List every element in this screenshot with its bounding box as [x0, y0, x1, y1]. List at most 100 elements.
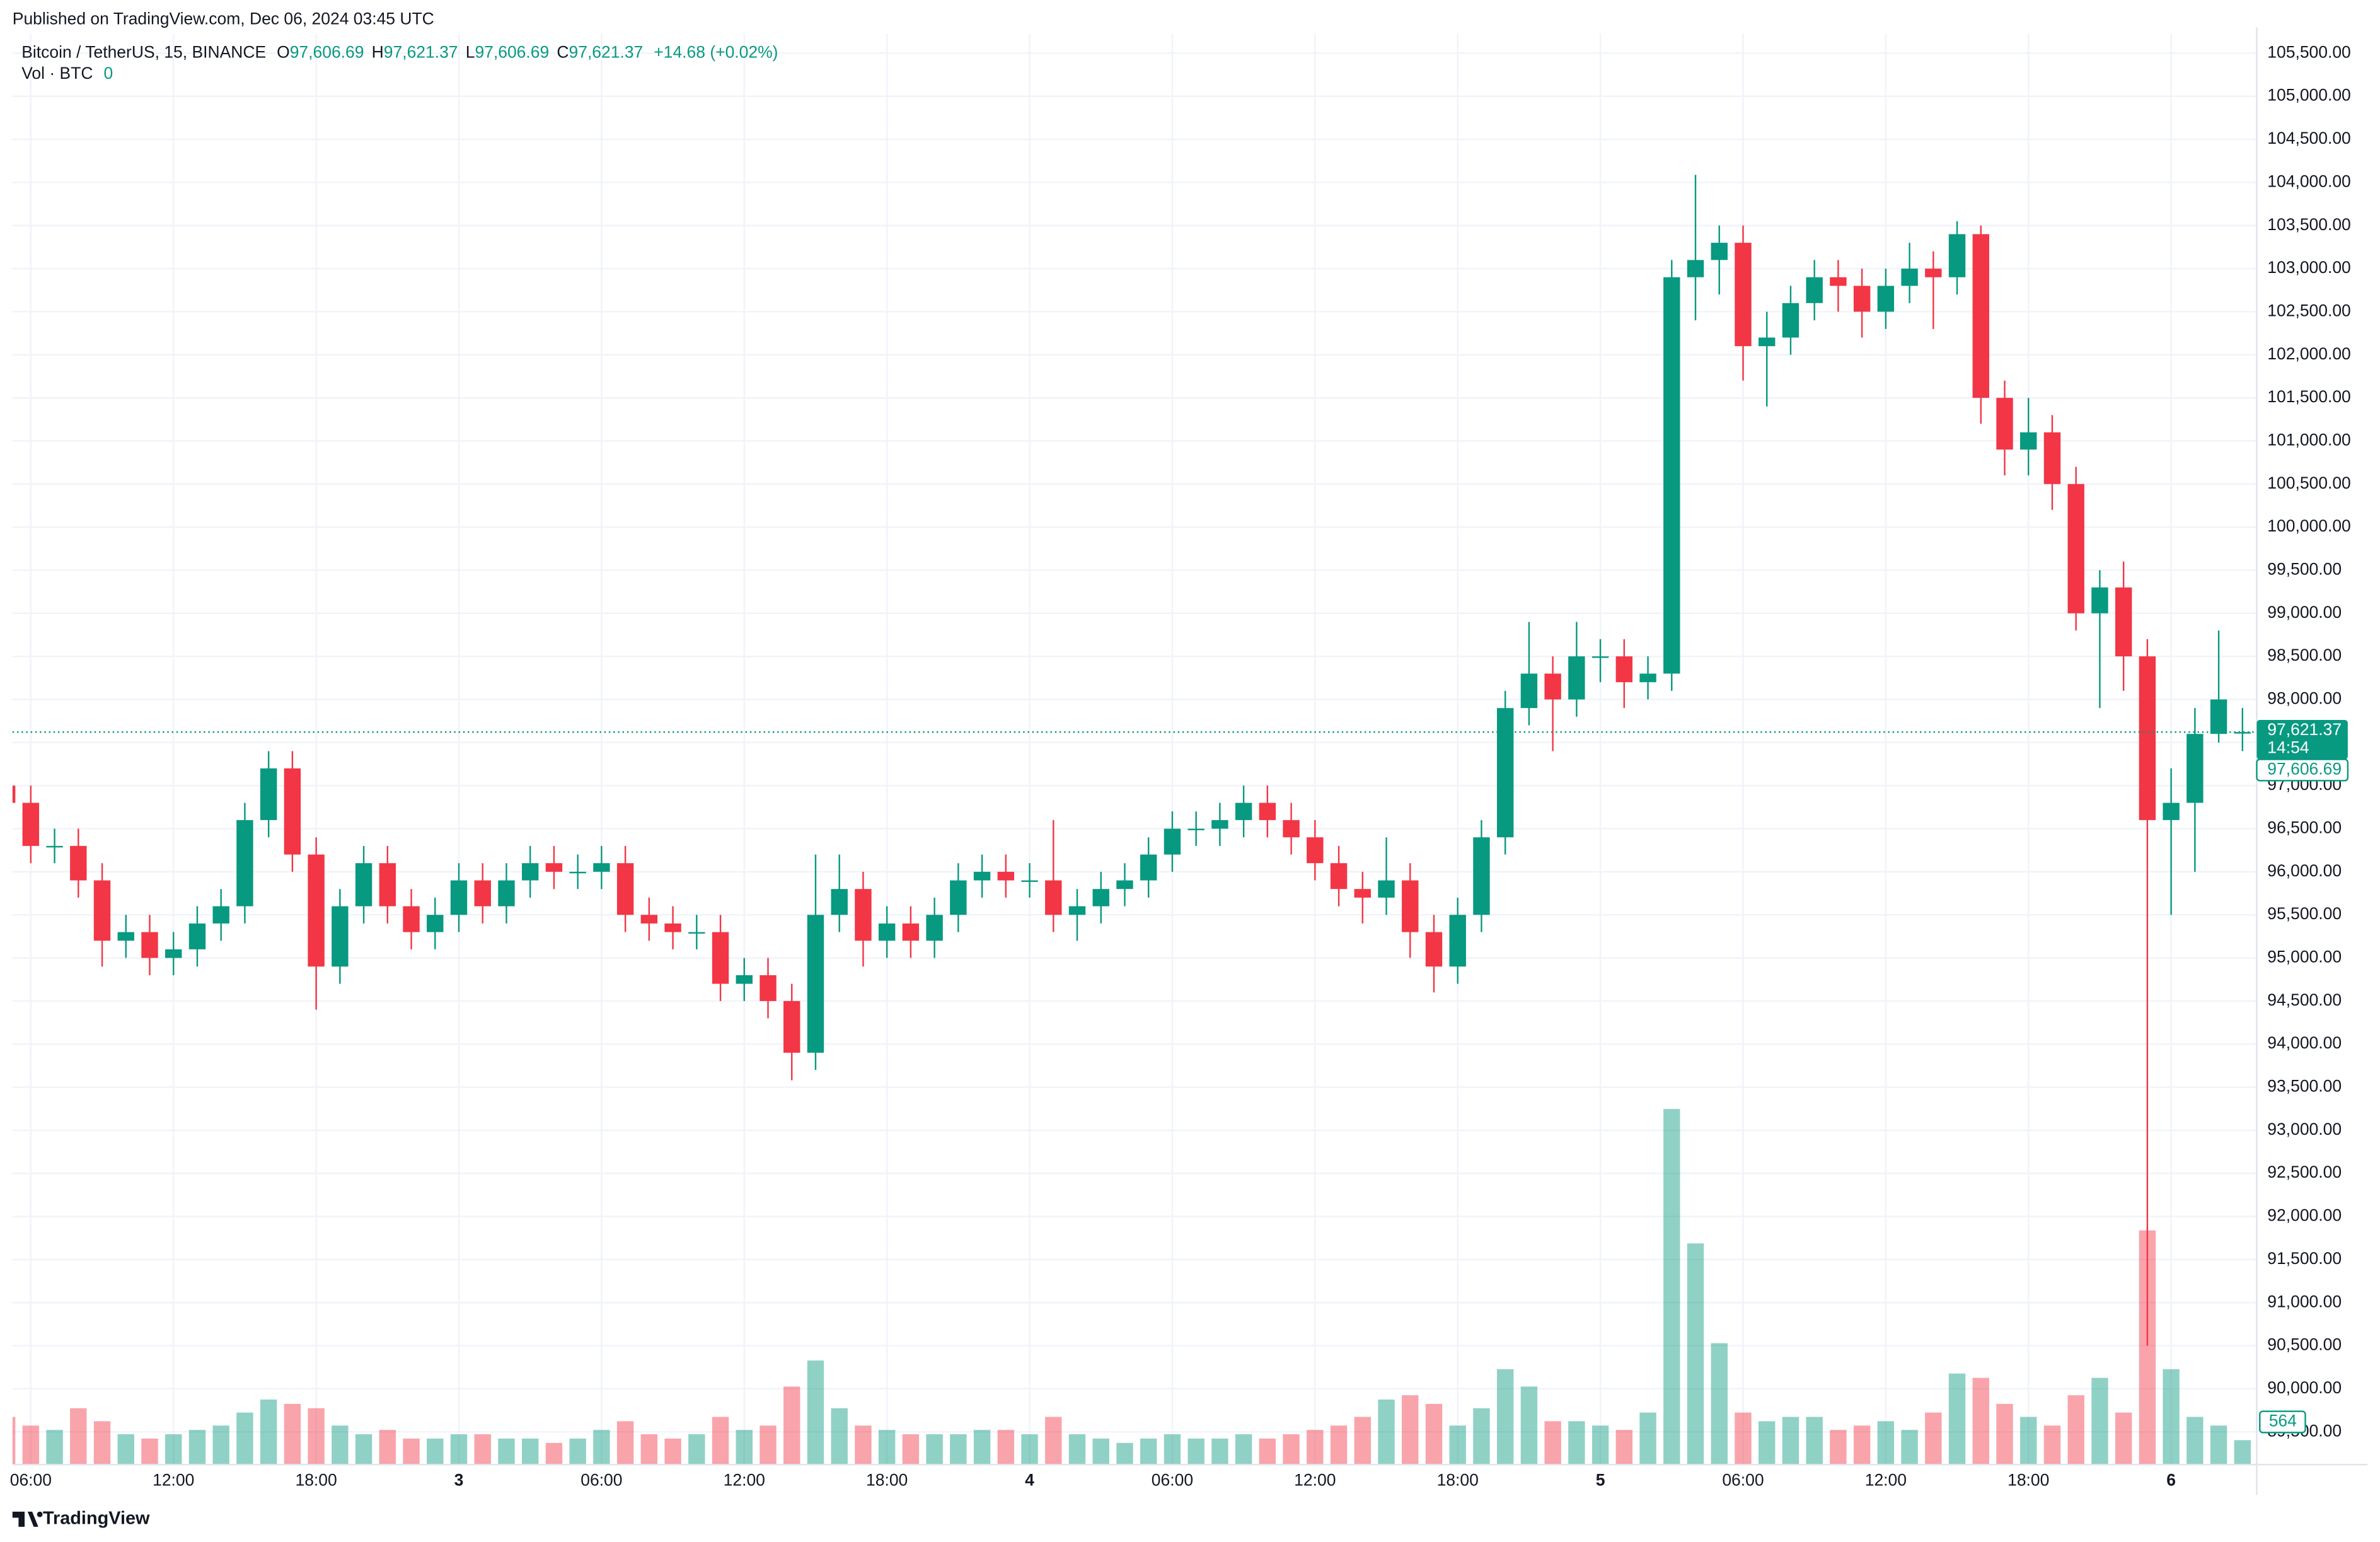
volume-bar — [807, 1360, 824, 1465]
ohlc-value: 97,606.69 — [475, 42, 549, 61]
volume-bar — [973, 1430, 991, 1465]
candle-body — [403, 906, 420, 932]
candle-body — [1711, 243, 1728, 260]
volume-bar — [450, 1434, 468, 1465]
candle-body — [1996, 398, 2013, 450]
volume-bar — [1211, 1438, 1228, 1465]
candle-body — [1116, 880, 1133, 890]
y-tick-label: 95,500.00 — [2267, 904, 2342, 923]
candle-body — [569, 871, 586, 874]
candle-body — [545, 863, 563, 872]
candle-body — [2234, 732, 2251, 734]
candle-body — [236, 820, 253, 907]
candle-body — [1591, 656, 1609, 658]
volume-bar — [236, 1412, 253, 1465]
candle-body — [1901, 269, 1918, 286]
candle-body — [46, 845, 63, 848]
volume-bar — [593, 1430, 610, 1465]
candle-body — [1259, 803, 1276, 820]
volume-bar — [1853, 1425, 1871, 1465]
candle-body — [521, 863, 539, 881]
candle-body — [1496, 708, 1514, 838]
volume-bar — [1687, 1243, 1704, 1465]
candle-body — [212, 906, 229, 924]
volume-legend: Vol · BTC 0 — [21, 64, 113, 83]
candle-body — [926, 915, 943, 941]
candle-body — [70, 845, 87, 881]
volume-name: Vol · BTC — [21, 64, 93, 83]
volume-bar — [2091, 1377, 2108, 1465]
last-price-label: 97,621.37 — [2267, 720, 2342, 739]
volume-bar — [12, 1417, 16, 1465]
volume-bar — [284, 1403, 301, 1465]
candle-body — [284, 768, 301, 855]
volume-bar — [855, 1425, 872, 1465]
volume-bar — [1877, 1421, 1895, 1465]
candle-body — [1187, 828, 1204, 830]
candle-body — [1948, 234, 1966, 277]
volume-value: 0 — [103, 64, 113, 83]
volume-bar — [427, 1438, 444, 1465]
candle-body — [1307, 837, 1324, 864]
candle-body — [355, 863, 373, 907]
candle-body — [878, 923, 896, 941]
candle-body — [2091, 587, 2108, 613]
y-tick-label: 102,500.00 — [2267, 301, 2350, 320]
volume-bar — [1925, 1412, 1942, 1465]
candle-body — [165, 949, 182, 958]
candle-body — [427, 915, 444, 932]
volume-bar — [1116, 1442, 1133, 1465]
y-tick-label: 96,500.00 — [2267, 818, 2342, 837]
volume-bar — [1735, 1412, 1752, 1465]
volume-bar — [878, 1430, 896, 1465]
x-tick-label: 6 — [2166, 1471, 2176, 1490]
volume-bar — [2234, 1440, 2251, 1465]
volume-bar — [498, 1438, 515, 1465]
volume-bar — [616, 1421, 634, 1465]
volume-bar — [117, 1434, 134, 1465]
volume-bar — [569, 1438, 586, 1465]
x-tick-label: 4 — [1025, 1471, 1034, 1490]
change: +14.68 (+0.02%) — [654, 42, 778, 61]
candle-body — [379, 863, 396, 907]
candle-body — [2210, 699, 2227, 734]
volume-bar — [736, 1430, 753, 1465]
y-tick-label: 94,000.00 — [2267, 1033, 2342, 1052]
y-tick-label: 91,000.00 — [2267, 1292, 2342, 1311]
y-tick-label: 99,000.00 — [2267, 603, 2342, 622]
ohlc-key: L — [466, 42, 475, 61]
y-tick-label: 90,000.00 — [2267, 1378, 2342, 1397]
volume-bar — [1496, 1369, 1514, 1465]
candle-body — [1140, 854, 1157, 881]
volume-bar — [1901, 1430, 1918, 1465]
volume-bar — [545, 1442, 563, 1465]
volume-bar — [1996, 1403, 2013, 1465]
candle-body — [474, 880, 491, 907]
symbol: Bitcoin / TetherUS, 15, BINANCE — [21, 42, 266, 61]
ohlc-key: H — [372, 42, 384, 61]
y-tick-label: 104,000.00 — [2267, 171, 2350, 190]
last-price-tag — [2256, 719, 2348, 760]
volume-bar — [2186, 1417, 2204, 1465]
x-tick-label: 18:00 — [295, 1471, 337, 1490]
x-tick-label: 12:00 — [153, 1471, 194, 1490]
volume-bar — [1782, 1417, 1799, 1465]
volume-bar — [1758, 1421, 1776, 1465]
volume-bar — [1307, 1430, 1324, 1465]
volume-bar — [1140, 1438, 1157, 1465]
volume-bar — [1663, 1109, 1680, 1465]
volume-bar — [1568, 1421, 1585, 1465]
candle-body — [783, 1000, 800, 1053]
x-tick-label: 12:00 — [1865, 1471, 1907, 1490]
candle-body — [260, 768, 277, 820]
candle-body — [973, 871, 991, 881]
volume-bar — [760, 1425, 777, 1465]
volume-bar — [188, 1430, 206, 1465]
candle-body — [2067, 484, 2084, 613]
y-tick-label: 93,000.00 — [2267, 1120, 2342, 1139]
candle-body — [807, 915, 824, 1053]
y-tick-label: 96,000.00 — [2267, 861, 2342, 880]
y-tick-label: 101,000.00 — [2267, 430, 2350, 449]
